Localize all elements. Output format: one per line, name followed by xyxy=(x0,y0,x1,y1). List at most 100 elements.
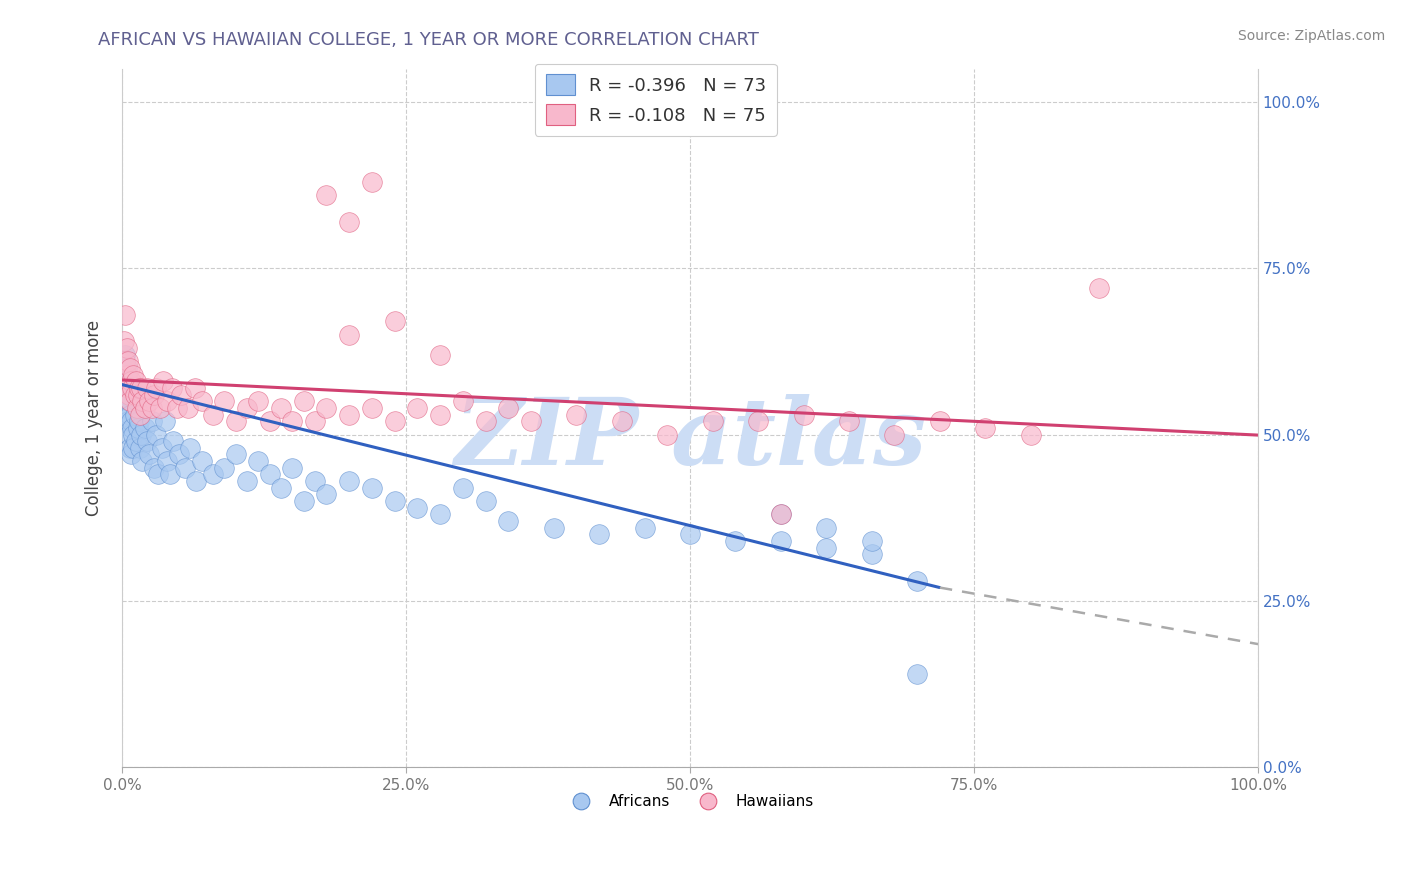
Point xyxy=(145,381,167,395)
Point xyxy=(166,401,188,415)
Point xyxy=(112,334,135,349)
Point xyxy=(114,354,136,368)
Point xyxy=(118,387,141,401)
Point xyxy=(150,441,173,455)
Text: ZIP atlas: ZIP atlas xyxy=(454,394,927,483)
Point xyxy=(214,460,236,475)
Point xyxy=(236,474,259,488)
Point xyxy=(162,434,184,449)
Point xyxy=(141,414,163,428)
Point xyxy=(201,408,224,422)
Point xyxy=(177,401,200,415)
Point xyxy=(702,414,724,428)
Point xyxy=(361,175,384,189)
Point xyxy=(270,401,292,415)
Point xyxy=(115,401,138,415)
Point xyxy=(815,541,838,555)
Point xyxy=(122,368,145,382)
Point xyxy=(184,381,207,395)
Point xyxy=(128,381,150,395)
Point xyxy=(124,387,146,401)
Point xyxy=(141,401,163,415)
Point xyxy=(905,574,928,588)
Point xyxy=(292,394,315,409)
Point xyxy=(117,381,139,395)
Text: Source: ZipAtlas.com: Source: ZipAtlas.com xyxy=(1237,29,1385,43)
Point xyxy=(259,467,281,482)
Y-axis label: College, 1 year or more: College, 1 year or more xyxy=(86,320,103,516)
Point xyxy=(190,454,212,468)
Point xyxy=(138,394,160,409)
Point xyxy=(270,481,292,495)
Point xyxy=(122,427,145,442)
Point xyxy=(167,448,190,462)
Point xyxy=(337,214,360,228)
Point xyxy=(134,421,156,435)
Point xyxy=(131,454,153,468)
Point xyxy=(127,421,149,435)
Point xyxy=(315,401,337,415)
Point xyxy=(142,387,165,401)
Point xyxy=(225,414,247,428)
Point xyxy=(159,467,181,482)
Point xyxy=(384,314,406,328)
Point xyxy=(474,494,496,508)
Point xyxy=(236,401,259,415)
Point xyxy=(1019,427,1042,442)
Point xyxy=(384,494,406,508)
Point xyxy=(118,394,141,409)
Point xyxy=(155,414,177,428)
Point xyxy=(131,427,153,442)
Point xyxy=(136,434,159,449)
Point xyxy=(747,414,769,428)
Legend: Africans, Hawaiians: Africans, Hawaiians xyxy=(560,789,820,815)
Point xyxy=(451,394,474,409)
Point xyxy=(361,481,384,495)
Point xyxy=(225,448,247,462)
Point xyxy=(160,381,183,395)
Point xyxy=(117,414,139,428)
Point xyxy=(156,454,179,468)
Point xyxy=(145,427,167,442)
Point xyxy=(118,361,141,376)
Point xyxy=(259,414,281,428)
Point xyxy=(633,521,655,535)
Point xyxy=(152,374,174,388)
Point xyxy=(974,421,997,435)
Point xyxy=(304,414,326,428)
Point xyxy=(860,533,883,548)
Point xyxy=(496,514,519,528)
Point xyxy=(588,527,610,541)
Point xyxy=(120,374,142,388)
Point xyxy=(496,401,519,415)
Point xyxy=(304,474,326,488)
Point xyxy=(117,381,139,395)
Point xyxy=(190,394,212,409)
Point xyxy=(148,467,170,482)
Point xyxy=(565,408,588,422)
Point xyxy=(361,401,384,415)
Point xyxy=(724,533,747,548)
Point xyxy=(125,394,148,409)
Point xyxy=(125,434,148,449)
Point xyxy=(124,408,146,422)
Point xyxy=(905,667,928,681)
Point xyxy=(131,381,153,395)
Point xyxy=(281,460,304,475)
Point xyxy=(337,474,360,488)
Point xyxy=(118,427,141,442)
Point xyxy=(247,454,270,468)
Point xyxy=(657,427,679,442)
Point xyxy=(474,414,496,428)
Point xyxy=(769,508,792,522)
Point xyxy=(142,460,165,475)
Point xyxy=(114,387,136,401)
Point xyxy=(792,408,814,422)
Point xyxy=(112,374,135,388)
Point xyxy=(128,414,150,428)
Point xyxy=(115,361,138,376)
Point xyxy=(337,408,360,422)
Point xyxy=(315,188,337,202)
Point xyxy=(170,387,193,401)
Point xyxy=(429,348,451,362)
